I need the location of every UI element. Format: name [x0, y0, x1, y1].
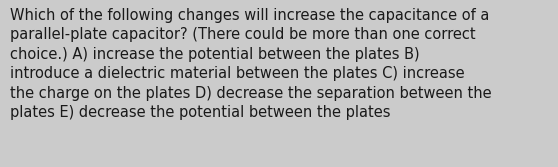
Text: Which of the following changes will increase the capacitance of a
parallel-plate: Which of the following changes will incr… [10, 8, 492, 120]
